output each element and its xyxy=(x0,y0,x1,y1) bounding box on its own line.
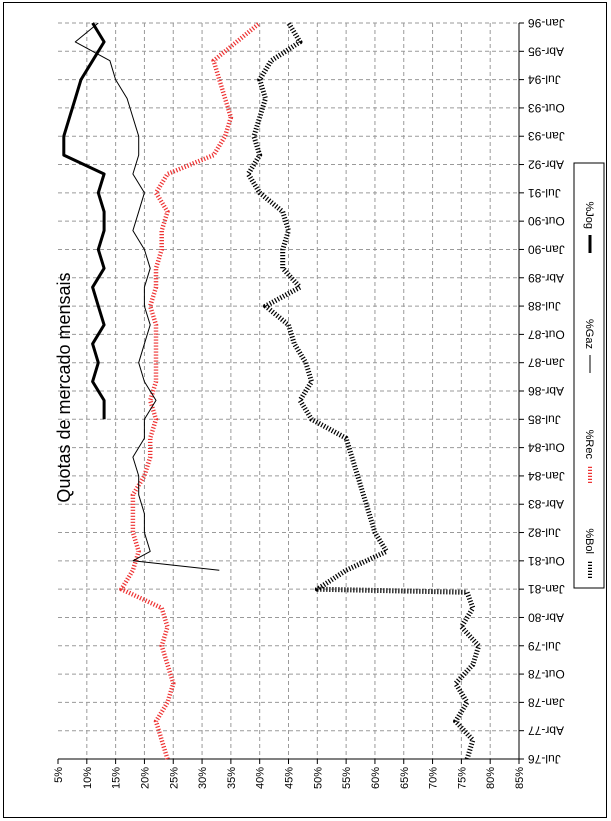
legend-label: %Bol xyxy=(583,528,595,554)
time-tick-label: Out-93 xyxy=(528,101,565,115)
series-line-rec xyxy=(119,21,262,760)
time-tick-label: Jul-88 xyxy=(528,299,561,313)
series-line-gaz xyxy=(74,22,220,571)
legend-box xyxy=(573,162,605,589)
legend-label: %Rec xyxy=(583,430,595,460)
value-tick-label: 50% xyxy=(312,767,324,789)
value-tick-label: 5% xyxy=(53,767,65,783)
time-tick-label: Jan-84 xyxy=(528,469,565,483)
value-tick-label: 80% xyxy=(485,767,497,789)
time-tick-label: Out-90 xyxy=(528,214,565,228)
time-tick-label: Abr-89 xyxy=(528,271,564,285)
time-tick-label: Jan-78 xyxy=(528,695,565,709)
time-tick-label: Abr-95 xyxy=(528,44,564,58)
value-tick-label: 20% xyxy=(139,767,151,789)
time-tick-label: Jul-85 xyxy=(528,412,561,426)
time-tick-label: Out-81 xyxy=(528,554,565,568)
value-tick-label: 10% xyxy=(82,767,94,789)
time-tick-label: Jan-87 xyxy=(528,356,565,370)
value-tick-label: 60% xyxy=(370,767,382,789)
legend-label: %Jog xyxy=(583,201,595,229)
value-tick-label: 55% xyxy=(341,767,353,789)
value-tick-label: 15% xyxy=(111,767,123,789)
time-tick-label: Jul-76 xyxy=(528,752,561,766)
chart-title-wrap: Quotas de mercado mensais xyxy=(54,227,80,548)
time-tick-label: Out-87 xyxy=(528,327,565,341)
value-tick-label: 45% xyxy=(284,767,296,789)
time-tick-label: Abr-83 xyxy=(528,497,564,511)
time-tick-label: Jul-82 xyxy=(528,526,561,540)
value-tick-label: 85% xyxy=(514,767,526,789)
time-tick-label: Abr-92 xyxy=(528,158,564,172)
time-tick-label: Jul-94 xyxy=(528,73,561,87)
value-tick-label: 75% xyxy=(456,767,468,789)
chart-title: Quotas de mercado mensais xyxy=(54,272,74,503)
time-tick-label: Jul-79 xyxy=(528,639,561,653)
series-line-jog xyxy=(62,22,106,420)
time-tick-label: Out-78 xyxy=(528,667,565,681)
value-tick-label: 35% xyxy=(226,767,238,789)
time-tick-label: Jan-81 xyxy=(528,582,565,596)
value-tick-label: 40% xyxy=(255,767,267,789)
value-tick-label: 30% xyxy=(197,767,209,789)
time-tick-label: Abr-86 xyxy=(528,384,564,398)
time-tick-label: Jan-90 xyxy=(528,242,565,256)
series-line-bol xyxy=(245,21,482,760)
time-tick-label: Abr-80 xyxy=(528,610,564,624)
time-tick-label: Jul-91 xyxy=(528,186,561,200)
chart-frame: 5% 10% 15% 20% 25% 30% 35% 40% 45% 50% 55% 60% 65% 70… xyxy=(3,2,607,818)
time-tick-label: Abr-77 xyxy=(528,724,564,738)
time-tick-label: Out-84 xyxy=(528,441,565,455)
time-tick-label: Jan-93 xyxy=(528,129,565,143)
value-tick-label: 25% xyxy=(168,767,180,789)
legend-label: %Gaz xyxy=(583,319,595,349)
value-tick-label: 70% xyxy=(428,767,440,789)
chart-svg: 5% 10% 15% 20% 25% 30% 35% 40% 45% 50% 55% 60% 65% 70… xyxy=(53,16,605,789)
value-tick-label: 65% xyxy=(399,767,411,789)
time-tick-label: Jan-96 xyxy=(528,16,565,30)
